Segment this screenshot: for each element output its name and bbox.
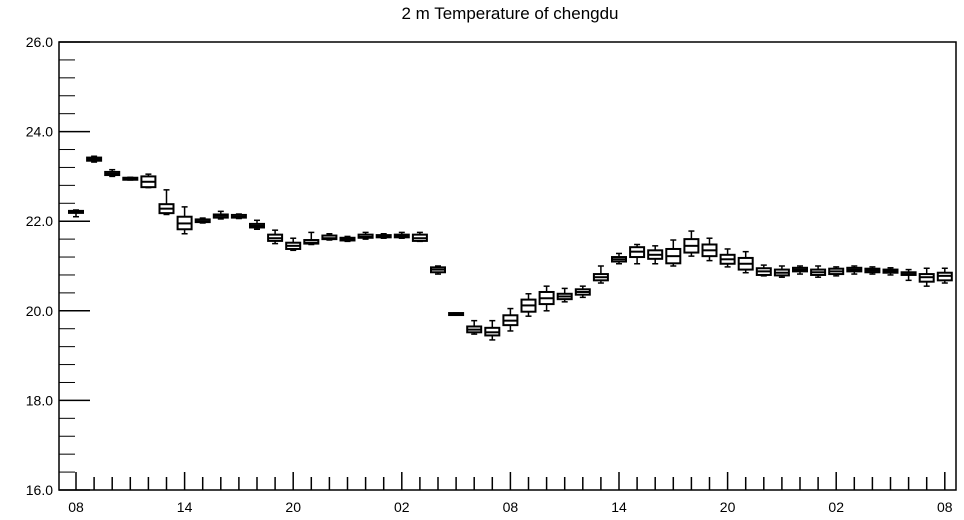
box-glyph [104, 168, 121, 178]
y-tick-label: 16.0 [26, 482, 53, 498]
box-glyph [158, 189, 175, 216]
box-glyph [520, 293, 537, 317]
x-tick-label: 08 [937, 499, 953, 515]
box-glyph [773, 265, 790, 278]
y-tick-label: 18.0 [26, 392, 53, 408]
box-glyph [792, 265, 808, 275]
box-glyph [828, 266, 845, 277]
box-glyph [212, 210, 229, 220]
box-glyph [466, 319, 483, 335]
y-tick-label: 20.0 [26, 303, 53, 319]
box-glyph [430, 265, 446, 275]
box-glyph [665, 239, 682, 267]
box-glyph [393, 231, 410, 239]
box-glyph [303, 231, 320, 246]
x-tick-label: 02 [828, 499, 844, 515]
y-tick-label: 26.0 [26, 34, 53, 50]
box-glyph [629, 243, 646, 265]
x-tick-label: 20 [285, 499, 301, 515]
y-axis: 16.0 18.0 20.0 22.0 24.0 26.0 [26, 34, 90, 498]
box-glyph [755, 264, 772, 277]
box-glyph [810, 265, 827, 278]
box-glyph [122, 176, 139, 181]
box-glyph [448, 312, 465, 317]
x-tick-label: 20 [720, 499, 736, 515]
box-glyph [375, 232, 392, 239]
box-glyph [194, 217, 211, 224]
box-glyph [900, 268, 917, 282]
x-tick-label: 08 [68, 499, 84, 515]
box-glyph [285, 237, 302, 252]
box-glyph [484, 319, 501, 341]
x-tick-label: 08 [503, 499, 519, 515]
x-axis: 08 14 20 02 08 14 20 02 08 [68, 472, 953, 515]
box-glyph [864, 266, 881, 275]
box-glyph [556, 287, 573, 303]
box-glyph [140, 173, 157, 189]
x-tick-label: 02 [394, 499, 410, 515]
x-tick-label: 14 [177, 499, 193, 515]
y-tick-label: 24.0 [26, 124, 53, 140]
box-glyph [502, 307, 519, 332]
chart-title: 2 m Temperature of chengdu [401, 4, 619, 23]
box-glyph [86, 155, 103, 163]
box-glyph [339, 235, 356, 243]
box-glyph [719, 248, 736, 268]
box-glyph [737, 250, 754, 274]
box-series [68, 155, 953, 341]
box-glyph [936, 267, 953, 284]
box-glyph [701, 237, 718, 262]
box-glyph [357, 231, 374, 240]
box-glyph [918, 267, 935, 287]
box-glyph [176, 206, 193, 235]
box-glyph [647, 245, 664, 265]
y-tick-label: 22.0 [26, 213, 53, 229]
x-tick-label: 14 [611, 499, 627, 515]
box-glyph [846, 265, 863, 275]
box-glyph [592, 265, 609, 284]
box-glyph [882, 267, 899, 276]
box-glyph [611, 252, 627, 265]
plot-frame [58, 41, 957, 491]
box-glyph [267, 229, 284, 245]
box-glyph [683, 230, 700, 257]
box-glyph [249, 219, 265, 231]
box-glyph [574, 285, 591, 299]
box-glyph [411, 231, 428, 243]
box-glyph [230, 213, 247, 220]
box-glyph [538, 285, 555, 312]
box-glyph [321, 232, 338, 241]
box-glyph [68, 209, 84, 218]
